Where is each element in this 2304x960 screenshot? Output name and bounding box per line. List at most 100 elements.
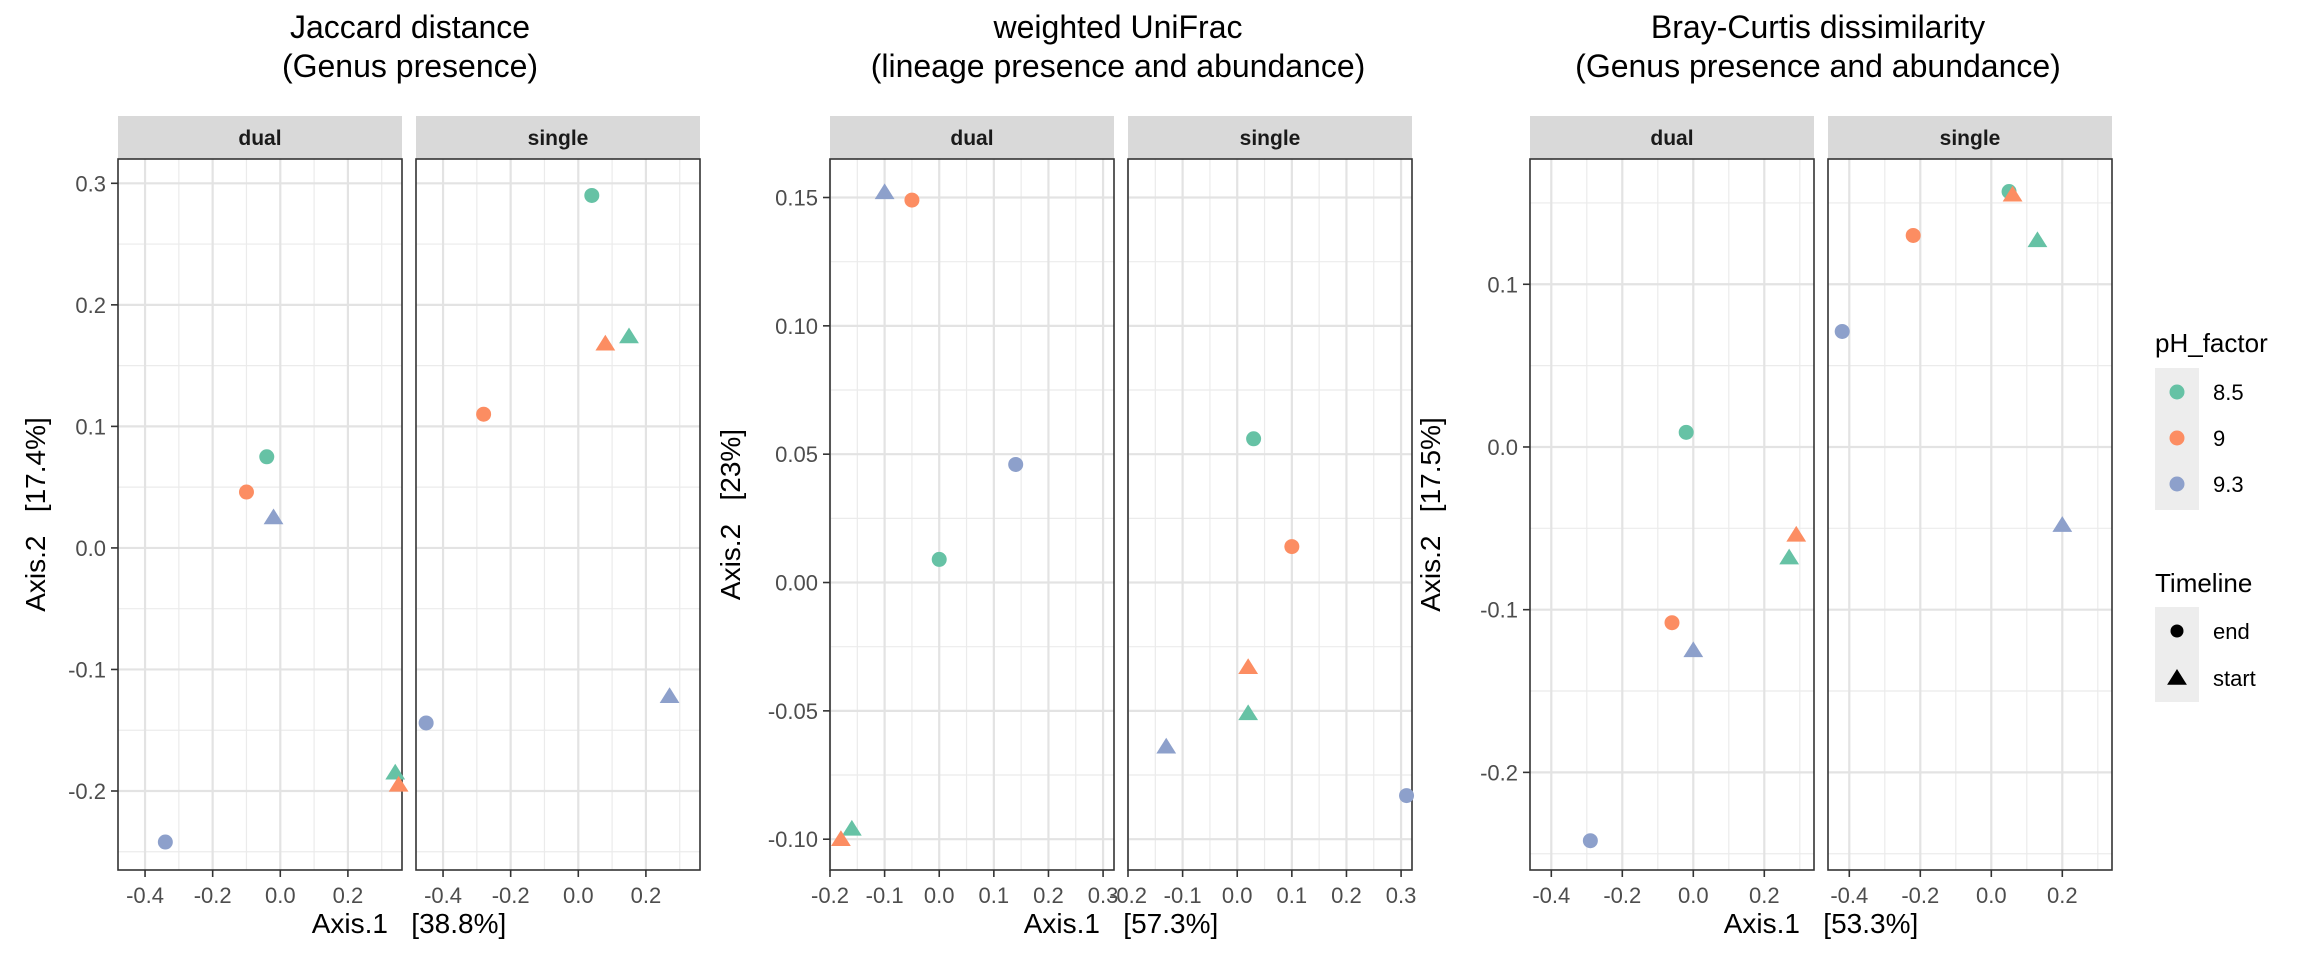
y-tick-label: -0.10 (768, 827, 818, 852)
timeline-legend-items: end start (2167, 619, 2256, 691)
point-ph9-start (1786, 525, 1807, 542)
facet-strip (118, 116, 402, 159)
facet-panel-dual: dual -0.4 -0.2 0.0 0.2 -0.2 -0.1 0.0 0.1 0.2 0.3 (68, 116, 409, 908)
chart-0: Jaccard distance(Genus presence) dual -0.4… (20, 9, 701, 939)
facet-label: single (528, 127, 589, 150)
x-tick-label: -0.2 (1109, 883, 1147, 908)
timeline-legend-key-end (2170, 624, 2184, 638)
point-ph9_3-end (418, 715, 434, 731)
x-tick-label: 0.2 (333, 883, 364, 908)
x-tick-label: -0.2 (194, 883, 232, 908)
point-ph9_3-start (263, 508, 284, 525)
point-ph9_3-end (1008, 456, 1024, 472)
ph-legend-label: 9.3 (2213, 472, 2244, 497)
facet-label: single (1940, 127, 2001, 150)
timeline-legend-label: end (2213, 619, 2250, 644)
ph-legend-key-9_3 (2169, 476, 2185, 492)
y-tick-label: -0.2 (1480, 760, 1518, 785)
facet-strip (830, 116, 1114, 159)
point-ph9_3-end (1582, 833, 1598, 849)
panel-background (416, 159, 700, 870)
x-tick-label: -0.4 (126, 883, 164, 908)
point-ph8_5-start (1779, 548, 1800, 565)
x-tick-label: 0.2 (1749, 883, 1780, 908)
x-tick-label: 0.0 (1222, 883, 1253, 908)
x-tick-label: 0.1 (979, 883, 1010, 908)
y-tick-label: 0.2 (75, 293, 106, 318)
point-ph9_3-start (874, 183, 895, 200)
timeline-legend-key-start (2167, 669, 2187, 685)
ph-legend-label: 8.5 (2213, 380, 2244, 405)
x-tick-label: 0.2 (631, 883, 662, 908)
panel-background (1530, 159, 1814, 870)
ph-legend-label: 9 (2213, 426, 2225, 451)
point-ph8_5-start (619, 327, 639, 344)
point-ph9-start (1238, 658, 1259, 674)
x-tick-label: -0.1 (1164, 883, 1202, 908)
facet-label: dual (238, 127, 281, 150)
panel-border (1827, 158, 2113, 871)
chart-title: Bray-Curtis dissimilarity (1651, 9, 1985, 45)
y-tick-label: -0.05 (768, 699, 818, 724)
facet-panel-dual: dual -0.4 -0.2 0.0 0.2 -0.2 -0.1 0.0 0.1 (1480, 116, 1815, 908)
point-ph9_3-start (659, 687, 680, 703)
point-ph9_3-end (1399, 788, 1415, 804)
panel-background (118, 159, 402, 870)
charts-container: Jaccard distance(Genus presence) dual -0.4… (20, 9, 2113, 939)
point-ph8_5-end (584, 187, 600, 203)
panel-background (1828, 159, 2112, 870)
y-tick-label: 0.00 (775, 571, 818, 596)
facet-label: dual (950, 127, 993, 150)
point-ph9-start (831, 830, 851, 846)
panel-border (117, 158, 403, 871)
x-axis-label: Axis.1 [57.3%] (1024, 908, 1219, 939)
y-tick-label: 0.3 (75, 171, 106, 196)
point-ph9_3-start (1683, 641, 1704, 658)
y-tick-label: -0.1 (68, 657, 106, 682)
x-tick-label: 0.3 (1386, 883, 1417, 908)
y-tick-label: 0.05 (775, 442, 818, 467)
x-tick-label: 0.0 (1976, 883, 2007, 908)
point-ph9_3-end (157, 834, 173, 850)
ph-legend-key-9 (2169, 430, 2185, 446)
x-tick-label: -0.4 (1532, 883, 1570, 908)
y-tick-label: 0.0 (1487, 435, 1518, 460)
facet-label: dual (1650, 127, 1693, 150)
chart-1: weighted UniFrac(lineage presence and ab… (715, 9, 1416, 939)
facet-strip (1530, 116, 1814, 159)
facet-panel-single: single -0.2 -0.1 0.0 0.1 0.2 0.3 (1109, 116, 1416, 908)
y-axis-label: Axis.2 [17.5%] (1415, 417, 1446, 612)
y-tick-label: -0.2 (68, 779, 106, 804)
y-axis-label: Axis.2 [17.4%] (20, 417, 51, 612)
point-ph8_5-start (385, 763, 406, 780)
point-ph9-end (476, 406, 492, 422)
facet-label: single (1240, 127, 1301, 150)
x-tick-label: -0.4 (424, 883, 462, 908)
ph-legend-key-8_5 (2169, 384, 2185, 400)
chart-subtitle: (Genus presence) (282, 48, 538, 84)
x-axis-label: Axis.1 [53.3%] (1724, 908, 1919, 939)
panel-border (1529, 158, 1815, 871)
x-tick-label: -0.1 (866, 883, 904, 908)
y-tick-label: 0.1 (1487, 272, 1518, 297)
x-tick-label: 0.0 (924, 883, 955, 908)
point-ph8_5-start (1238, 704, 1259, 721)
x-tick-label: 0.2 (1331, 883, 1362, 908)
point-ph9-end (1664, 615, 1680, 631)
chart-title: weighted UniFrac (993, 9, 1243, 45)
point-ph9-end (238, 484, 254, 500)
point-ph9-start (2002, 185, 2023, 202)
panel-border (829, 158, 1115, 871)
x-tick-label: -0.4 (1830, 883, 1868, 908)
chart-2: Bray-Curtis dissimilarity(Genus presence… (1415, 9, 2113, 939)
legend: pH_factor 8.5 9 9.3 Timeline end start (2155, 328, 2268, 702)
chart-subtitle: (Genus presence and abundance) (1575, 48, 2061, 84)
ph-legend-title: pH_factor (2155, 328, 2268, 358)
point-ph9-end (904, 192, 920, 208)
panel-background (830, 159, 1114, 870)
panel-border (1127, 158, 1413, 871)
point-ph8_5-end (259, 449, 275, 465)
point-ph9-start (595, 334, 616, 351)
point-ph8_5-start (841, 819, 862, 836)
x-tick-label: -0.2 (492, 883, 530, 908)
